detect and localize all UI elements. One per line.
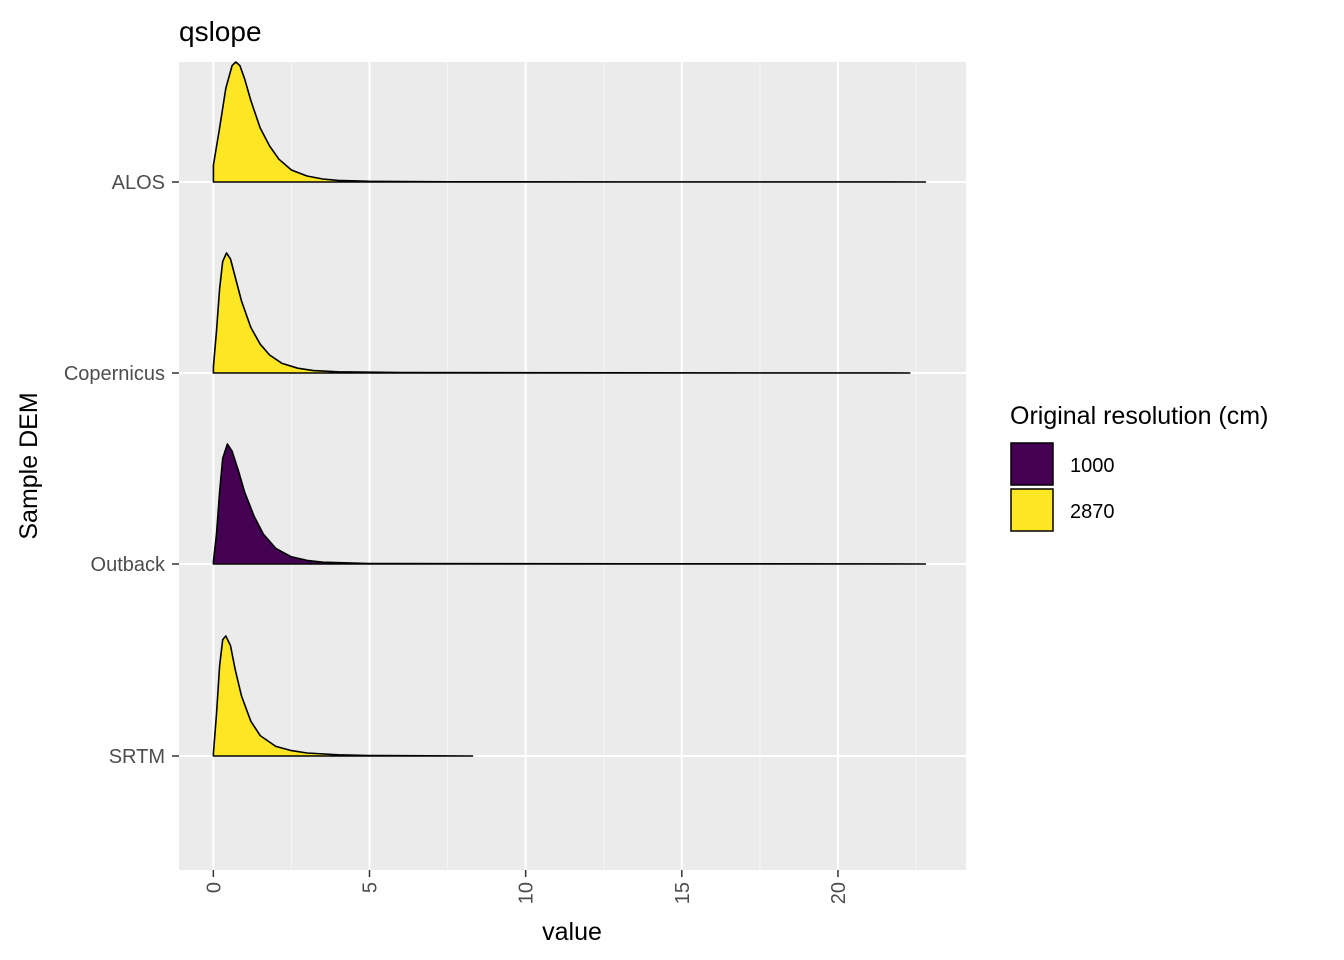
y-tick-label: SRTM <box>109 746 165 768</box>
x-axis-title: value <box>542 918 602 946</box>
x-tick-label: 0 <box>203 882 225 893</box>
x-tick-label: 10 <box>516 882 538 904</box>
y-tick-label: Outback <box>91 554 166 576</box>
grid-minor <box>290 62 917 870</box>
ridge-srtm <box>212 635 474 757</box>
legend: Original resolution (cm) 1000 2870 <box>1010 402 1268 532</box>
y-tick-label: ALOS <box>112 172 165 194</box>
ridge-copernicus <box>212 252 911 374</box>
y-axis-title: Sample DEM <box>15 392 43 539</box>
x-tick-label: 20 <box>828 882 850 904</box>
x-axis: 0 5 10 15 20 <box>203 870 850 904</box>
ridge-outback <box>212 443 927 565</box>
x-tick-label: 5 <box>360 882 382 893</box>
x-tick-label: 15 <box>672 882 694 904</box>
plot-panel <box>179 62 966 870</box>
y-axis: ALOS Copernicus Outback SRTM <box>64 172 179 768</box>
legend-swatch <box>1010 442 1054 486</box>
y-tick-label: Copernicus <box>64 363 165 385</box>
legend-label: 1000 <box>1070 455 1115 477</box>
ridges <box>212 61 927 757</box>
chart-title: qslope <box>179 16 262 47</box>
legend-title: Original resolution (cm) <box>1010 402 1268 430</box>
ridge-alos <box>212 61 927 183</box>
legend-swatch <box>1010 488 1054 532</box>
legend-label: 2870 <box>1070 501 1115 523</box>
